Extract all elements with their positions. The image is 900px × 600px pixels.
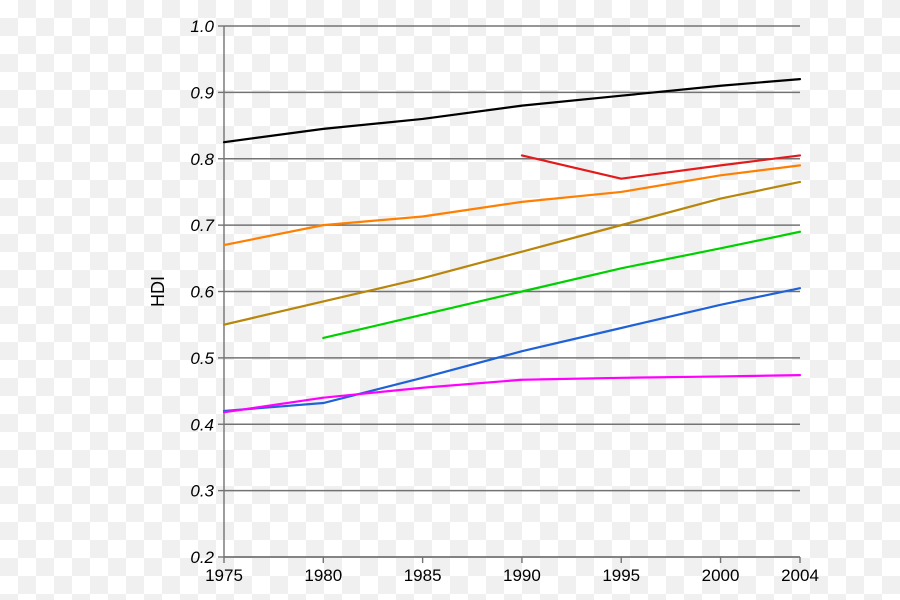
ytick-label: 0.9 <box>190 83 214 102</box>
ytick-label: 0.8 <box>190 150 214 169</box>
xtick-label: 2004 <box>781 566 819 585</box>
ytick-label: 0.4 <box>190 415 214 434</box>
xtick-label: 1990 <box>503 566 541 585</box>
xtick-label: 1975 <box>205 566 243 585</box>
ytick-label: 1.0 <box>190 17 214 36</box>
ytick-label: 0.6 <box>190 283 214 302</box>
y-axis-label: HDI <box>148 276 168 307</box>
xtick-label: 2000 <box>702 566 740 585</box>
line-series-blue <box>224 288 800 411</box>
ytick-label: 0.2 <box>190 548 214 567</box>
ytick-label: 0.7 <box>190 216 214 235</box>
line-series-orange <box>224 165 800 245</box>
hdi-line-chart: 0.2 0.3 0.4 0.5 0.6 0.7 0.8 0.9 1.0 1975 1980 1985 1… <box>0 0 900 600</box>
xtick-label: 1985 <box>404 566 442 585</box>
line-series-black <box>224 79 800 142</box>
ytick-label: 0.3 <box>190 482 214 501</box>
xtick-label: 1995 <box>602 566 640 585</box>
ytick-label: 0.5 <box>190 349 214 368</box>
xtick-label: 1980 <box>304 566 342 585</box>
line-series-magenta <box>224 375 800 412</box>
